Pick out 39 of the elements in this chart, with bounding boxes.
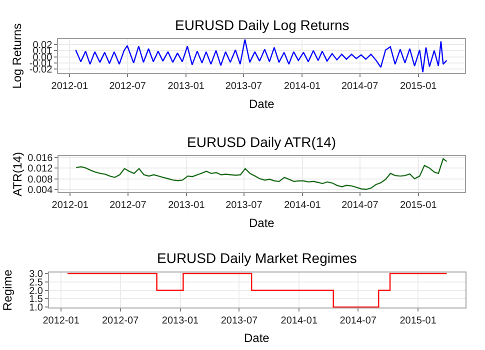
x-tick-label: 2013-07 [226,200,263,211]
y-tick-label: 0.012 [28,164,54,175]
chart-title: EURUSD Daily ATR(14) [187,134,336,150]
x-tick-label: 2012-01 [42,316,80,327]
x-tick-label: 2013-07 [220,316,258,327]
x-tick-label: 2012-01 [51,80,88,92]
x-tick-label: 2012-07 [109,80,146,92]
x-axis-title: Date [249,216,275,230]
x-tick-label: 2014-01 [284,200,322,211]
y-tick-label: 0.008 [28,174,54,186]
x-tick-label: 2014-07 [342,200,379,211]
y-tick-label: 0.004 [28,184,54,196]
x-tick-label: 2015-01 [400,316,437,327]
y-tick-label: 3.0 [29,268,44,280]
chart-title: EURUSD Daily Log Returns [175,17,350,33]
x-tick-label: 2015-01 [400,200,438,211]
x-tick-label: 2012-07 [102,316,140,327]
y-axis-title: Log Returns [10,23,24,89]
x-tick-label: 2014-01 [280,316,318,327]
x-tick-label: 2013-01 [168,200,206,211]
x-tick-label: 2015-01 [400,80,438,92]
y-axis-title: Regime [0,269,15,311]
x-tick-label: 2014-07 [341,80,379,92]
y-axis-title: ATR(14) [10,152,25,196]
x-tick-label: 2012-01 [52,200,89,211]
y-tick-label: 0.016 [28,152,54,164]
x-axis-title: Date [244,331,270,345]
y-tick-label: 1.0 [29,302,44,314]
chart-title: EURUSD Daily Market Regimes [157,250,357,266]
x-tick-label: 2012-07 [110,200,147,211]
y-tick-label: 2.5 [29,277,44,288]
line-series [75,38,448,73]
x-axis-title: Date [249,97,275,111]
x-tick-label: 2014-01 [284,80,322,92]
x-tick-label: 2013-01 [162,316,200,327]
x-tick-label: 2014-07 [340,316,377,327]
x-tick-label: 2013-01 [168,80,205,92]
x-tick-label: 2013-07 [225,80,262,92]
line-series [76,158,448,190]
